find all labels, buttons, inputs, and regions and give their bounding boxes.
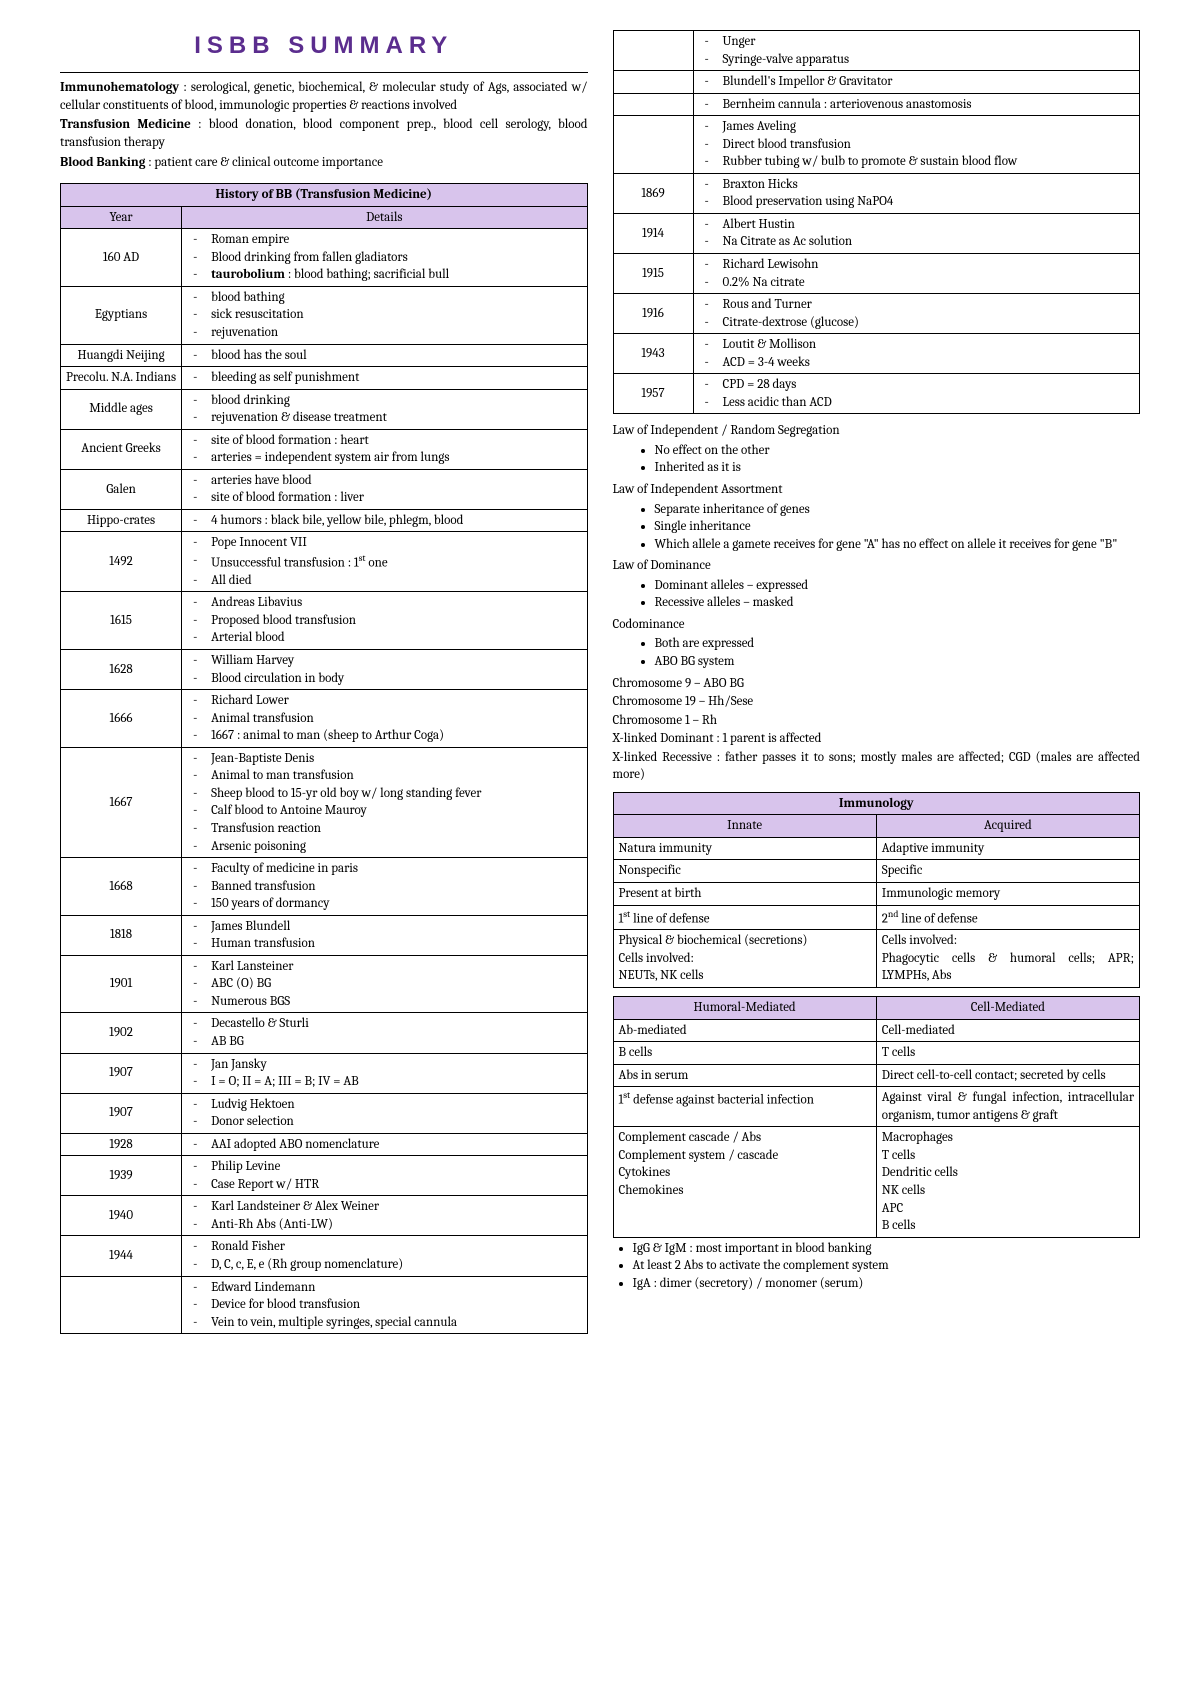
mediated-h2: Cell-Mediated: [876, 997, 1139, 1020]
table-row: Physical & biochemical (secretions)Cells…: [613, 930, 1140, 988]
table-row: B cellsT cells: [613, 1042, 1140, 1065]
table-row: 1907Ludvig HektoenDonor selection: [61, 1093, 588, 1133]
table-row: Egyptiansblood bathingsick resuscitation…: [61, 286, 588, 344]
table-row: Edward LindemannDevice for blood transfu…: [61, 1276, 588, 1334]
laws-section: Law of Independent / Random SegregationN…: [613, 422, 1141, 670]
chromo-line: Chromosome 19 – Hh/Sese: [613, 693, 1141, 711]
table-row: 1916Rous and TurnerCitrate-dextrose (glu…: [613, 294, 1140, 334]
immuno-h1: Innate: [613, 815, 876, 838]
table-row: Complement cascade / AbsComplement syste…: [613, 1127, 1140, 1237]
table-row: 1666Richard LowerAnimal transfusion1667 …: [61, 690, 588, 748]
chromo-line: X-linked Recessive : father passes it to…: [613, 749, 1141, 784]
chromo-line: Chromosome 1 – Rh: [613, 712, 1141, 730]
table-row: 1492Pope Innocent VIIUnsuccessful transf…: [61, 532, 588, 592]
history-title: History of BB (Transfusion Medicine): [61, 184, 588, 207]
footer-item: IgG & IgM : most important in blood bank…: [633, 1240, 1141, 1258]
table-row: Galenarteries have bloodsite of blood fo…: [61, 469, 588, 509]
col-details: Details: [182, 206, 587, 229]
table-row: 1901Karl LansteinerABC (O) BGNumerous BG…: [61, 955, 588, 1013]
definition: Immunohematology : serological, genetic,…: [60, 79, 588, 114]
law-heading: Law of Dominance: [613, 557, 1141, 575]
table-row: Bernheim cannula : arteriovenous anastom…: [613, 93, 1140, 116]
page-title: ISBB SUMMARY: [60, 30, 588, 62]
table-row: Ab-mediatedCell-mediated: [613, 1019, 1140, 1042]
history-table-right: UngerSyringe-valve apparatusBlundell's I…: [613, 30, 1141, 414]
law-heading: Codominance: [613, 616, 1141, 634]
definition: Blood Banking : patient care & clinical …: [60, 154, 588, 172]
table-row: 1668Faculty of medicine in parisBanned t…: [61, 858, 588, 916]
col-year: Year: [61, 206, 182, 229]
table-row: 1869Braxton HicksBlood preservation usin…: [613, 173, 1140, 213]
history-table-left: History of BB (Transfusion Medicine) Yea…: [60, 183, 588, 1334]
table-row: Huangdi Neijingblood has the soul: [61, 344, 588, 367]
definition: Transfusion Medicine : blood donation, b…: [60, 116, 588, 151]
table-row: 1907Jan JanskyI = O; II = A; III = B; IV…: [61, 1053, 588, 1093]
table-row: 1st line of defense2nd line of defense: [613, 905, 1140, 930]
table-row: Blundell's Impellor & Gravitator: [613, 71, 1140, 94]
mediated-table: Humoral-Mediated Cell-Mediated Ab-mediat…: [613, 996, 1141, 1238]
law-heading: Law of Independent Assortment: [613, 481, 1141, 499]
footer-bullets: IgG & IgM : most important in blood bank…: [613, 1240, 1141, 1293]
table-row: 1928AAI adopted ABO nomenclature: [61, 1133, 588, 1156]
table-row: Middle agesblood drinkingrejuvenation & …: [61, 389, 588, 429]
immunology-table: Immunology Innate Acquired Natura immuni…: [613, 792, 1141, 988]
table-row: 1615Andreas LibaviusProposed blood trans…: [61, 592, 588, 650]
table-row: James AvelingDirect blood transfusionRub…: [613, 116, 1140, 174]
law-heading: Law of Independent / Random Segregation: [613, 422, 1141, 440]
table-row: 1914Albert HustinNa Citrate as Ac soluti…: [613, 213, 1140, 253]
table-row: Precolu. N.A. Indiansbleeding as self pu…: [61, 367, 588, 390]
table-row: 1902Decastello & SturliAB BG: [61, 1013, 588, 1053]
table-row: 160 ADRoman empireBlood drinking from fa…: [61, 229, 588, 287]
table-row: NonspecificSpecific: [613, 860, 1140, 883]
table-row: 1939Philip LevineCase Report w/ HTR: [61, 1156, 588, 1196]
table-row: Ancient Greekssite of blood formation : …: [61, 429, 588, 469]
table-row: 1818James BlundellHuman transfusion: [61, 915, 588, 955]
table-row: 1944Ronald FisherD, C, c, E, e (Rh group…: [61, 1236, 588, 1276]
table-row: 1943Loutit & MollisonACD = 3-4 weeks: [613, 334, 1140, 374]
table-row: 1940Karl Landsteiner & Alex WeinerAnti-R…: [61, 1196, 588, 1236]
table-row: 1915Richard Lewisohn0.2% Na citrate: [613, 254, 1140, 294]
table-row: 1667Jean-Baptiste DenisAnimal to man tra…: [61, 747, 588, 857]
mediated-h1: Humoral-Mediated: [613, 997, 876, 1020]
table-row: Natura immunityAdaptive immunity: [613, 837, 1140, 860]
table-row: 1957CPD = 28 daysLess acidic than ACD: [613, 374, 1140, 414]
definitions-block: Immunohematology : serological, genetic,…: [60, 72, 588, 171]
table-row: Present at birthImmunologic memory: [613, 882, 1140, 905]
table-row: 1628William HarveyBlood circulation in b…: [61, 650, 588, 690]
footer-item: At least 2 Abs to activate the complemen…: [633, 1257, 1141, 1275]
table-row: Abs in serumDirect cell-to-cell contact;…: [613, 1064, 1140, 1087]
immuno-title: Immunology: [613, 792, 1140, 815]
table-row: 1st defense against bacterial infectionA…: [613, 1087, 1140, 1127]
chromo-line: X-linked Dominant : 1 parent is affected: [613, 730, 1141, 748]
chromo-line: Chromosome 9 – ABO BG: [613, 675, 1141, 693]
immuno-h2: Acquired: [876, 815, 1139, 838]
footer-item: IgA : dimer (secretory) / monomer (serum…: [633, 1275, 1141, 1293]
chromosome-section: Chromosome 9 – ABO BGChromosome 19 – Hh/…: [613, 675, 1141, 784]
table-row: Hippo-crates4 humors : black bile, yello…: [61, 509, 588, 532]
table-row: UngerSyringe-valve apparatus: [613, 31, 1140, 71]
